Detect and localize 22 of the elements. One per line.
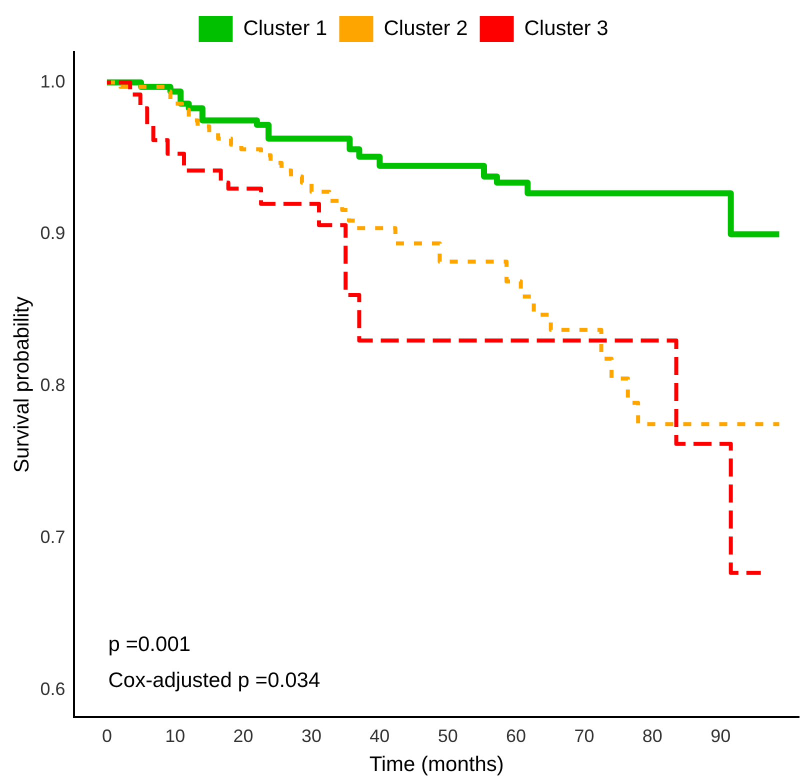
annotation: Cox-adjusted p =0.034 (108, 669, 320, 692)
x-tick-label: 10 (165, 726, 186, 746)
x-tick-label: 90 (710, 726, 731, 746)
x-tick-label: 20 (233, 726, 254, 746)
x-axis-title: Time (months) (369, 753, 504, 776)
x-tick-label: 30 (301, 726, 322, 746)
y-tick-label: 0.6 (40, 678, 66, 699)
x-tick-label: 60 (506, 726, 526, 746)
y-tick-label: 0.9 (40, 223, 66, 244)
x-tick-label: 0 (102, 726, 112, 746)
y-tick-label: 0.7 (40, 526, 66, 547)
y-axis-title: Survival probability (10, 296, 34, 473)
x-tick-label: 50 (438, 726, 458, 746)
y-tick-label: 0.8 (40, 375, 66, 396)
legend-label: Cluster 1 (243, 16, 328, 40)
legend-label: Cluster 3 (524, 16, 608, 40)
annotation: p =0.001 (108, 633, 191, 656)
x-tick-label: 70 (574, 726, 594, 746)
x-tick-label: 40 (370, 726, 390, 746)
x-tick-label: 80 (642, 726, 662, 746)
legend-label: Cluster 2 (384, 16, 468, 40)
y-tick-label: 1.0 (40, 71, 66, 92)
